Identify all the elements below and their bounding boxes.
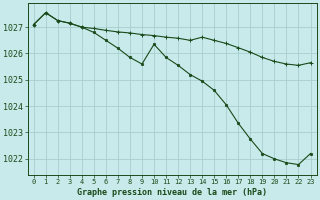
X-axis label: Graphe pression niveau de la mer (hPa): Graphe pression niveau de la mer (hPa) bbox=[77, 188, 267, 197]
